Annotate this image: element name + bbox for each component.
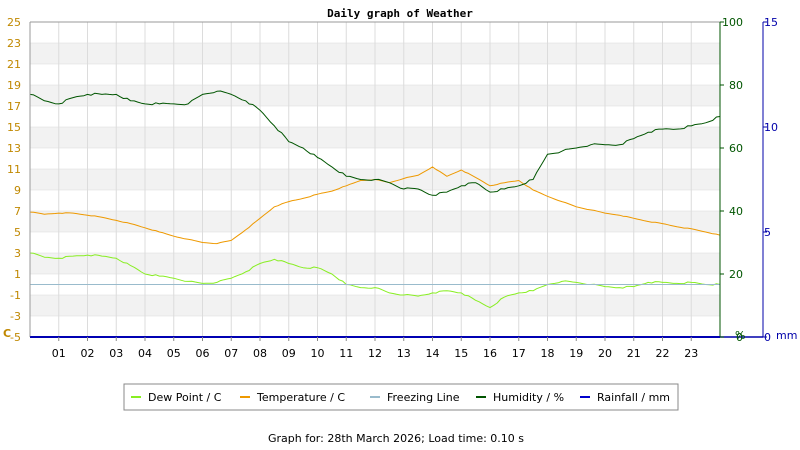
left-tick-label: 19 bbox=[7, 79, 21, 92]
x-tick-label: 08 bbox=[253, 347, 267, 360]
series-line-humidity bbox=[29, 90, 721, 196]
chart-title: Daily graph of Weather bbox=[327, 7, 473, 20]
x-tick-label: 14 bbox=[426, 347, 440, 360]
axis-unit-labels: C% mm bbox=[3, 327, 797, 342]
right-mm-unit-label: mm bbox=[776, 329, 797, 342]
footer-load-info: Graph for: 28th March 2026; Load time: 0… bbox=[268, 432, 524, 445]
x-tick-label: 07 bbox=[224, 347, 238, 360]
x-tick-label: 21 bbox=[627, 347, 641, 360]
left-tick-label: 9 bbox=[14, 184, 21, 197]
axes bbox=[29, 21, 764, 338]
left-tick-label: 17 bbox=[7, 100, 21, 113]
left-tick-label: -3 bbox=[10, 310, 21, 323]
x-tick-label: 16 bbox=[483, 347, 497, 360]
legend-label: Dew Point / C bbox=[148, 391, 222, 404]
left-tick-label: -1 bbox=[10, 289, 21, 302]
legend: Dew Point / C Temperature / C Freezing Lin… bbox=[123, 383, 679, 411]
legend-label: Humidity / % bbox=[493, 391, 564, 404]
left-tick-label: 7 bbox=[14, 205, 21, 218]
left-tick-label: 11 bbox=[7, 163, 21, 176]
legend-box bbox=[123, 383, 679, 411]
right-pct-tick-label: 60 bbox=[729, 142, 743, 155]
legend-label: Temperature / C bbox=[256, 391, 345, 404]
left-tick-label: 3 bbox=[14, 247, 21, 260]
x-tick-label: 06 bbox=[196, 347, 210, 360]
x-tick-label: 22 bbox=[656, 347, 670, 360]
x-tick-label: 13 bbox=[397, 347, 411, 360]
legend-label: Freezing Line bbox=[387, 391, 460, 404]
x-tick-label: 20 bbox=[598, 347, 612, 360]
x-tick-label: 11 bbox=[339, 347, 353, 360]
left-tick-label: 5 bbox=[14, 226, 21, 239]
x-tick-label: 23 bbox=[684, 347, 698, 360]
x-tick-label: 05 bbox=[167, 347, 181, 360]
right-pct-unit-label: % bbox=[735, 329, 745, 342]
x-tick-label: 01 bbox=[52, 347, 66, 360]
left-unit-label: C bbox=[3, 327, 11, 340]
x-tick-label: 12 bbox=[368, 347, 382, 360]
right-pct-tick-label: 0 bbox=[736, 331, 743, 344]
left-tick-label: 23 bbox=[7, 37, 21, 50]
right-axis-humidity: 0 20 40 60 80 100 bbox=[720, 16, 743, 344]
right-pct-tick-label: 40 bbox=[729, 205, 743, 218]
legend-label: Rainfall / mm bbox=[597, 391, 670, 404]
x-tick-label: 09 bbox=[282, 347, 296, 360]
right-mm-tick-label: 5 bbox=[764, 226, 771, 239]
right-axis-rainfall: 0 5 10 15 bbox=[763, 16, 778, 344]
x-tick-label: 17 bbox=[512, 347, 526, 360]
right-mm-tick-label: 0 bbox=[764, 331, 771, 344]
x-tick-label: 18 bbox=[541, 347, 555, 360]
left-tick-label: 1 bbox=[14, 268, 21, 281]
right-pct-tick-label: 80 bbox=[729, 79, 743, 92]
left-tick-label: -5 bbox=[10, 331, 21, 344]
right-pct-tick-label: 100 bbox=[722, 16, 743, 29]
right-pct-tick-label: 20 bbox=[729, 268, 743, 281]
right-mm-tick-label: 10 bbox=[764, 121, 778, 134]
x-tick-label: 02 bbox=[81, 347, 95, 360]
left-tick-label: 15 bbox=[7, 121, 21, 134]
x-tick-label: 10 bbox=[311, 347, 325, 360]
left-tick-label: 13 bbox=[7, 142, 21, 155]
x-axis-hours: 01 02 03 04 05 06 07 08 09 10 11 12 13 14 15 16 17 18 19 20… bbox=[52, 337, 698, 360]
left-tick-label: 25 bbox=[7, 16, 21, 29]
left-tick-label: 21 bbox=[7, 58, 21, 71]
series-line-dew-point-c bbox=[29, 252, 721, 309]
right-mm-tick-label: 15 bbox=[764, 16, 778, 29]
x-tick-label: 03 bbox=[109, 347, 123, 360]
x-tick-label: 19 bbox=[569, 347, 583, 360]
x-tick-label: 04 bbox=[138, 347, 152, 360]
x-tick-label: 15 bbox=[454, 347, 468, 360]
